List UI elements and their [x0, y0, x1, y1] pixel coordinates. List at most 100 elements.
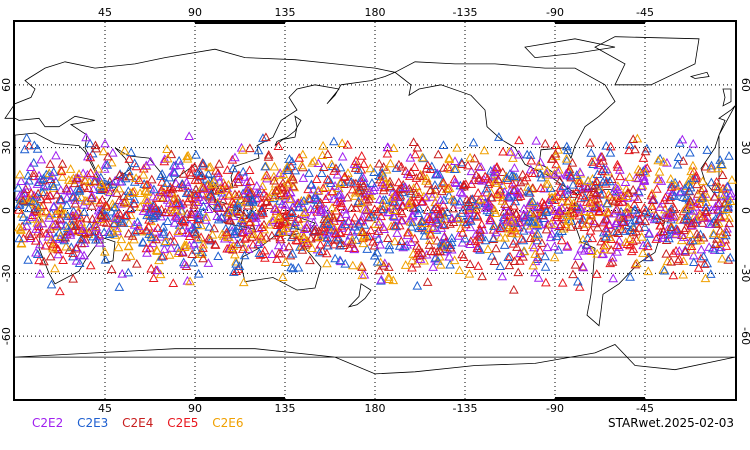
observation-triangle: [258, 208, 268, 218]
observation-triangle: [255, 209, 266, 219]
observation-triangle: [46, 279, 57, 289]
observation-triangle: [218, 203, 229, 212]
observation-triangle: [29, 168, 39, 177]
observation-triangle: [356, 197, 367, 207]
observation-triangle: [388, 275, 399, 285]
observation-triangle: [113, 242, 124, 252]
observation-triangle: [289, 182, 300, 192]
observation-triangle: [497, 196, 508, 205]
observation-triangle: [613, 228, 624, 237]
observation-triangle: [659, 265, 670, 275]
observation-triangle: [269, 175, 280, 185]
observation-triangle: [257, 203, 267, 213]
observation-triangle: [153, 223, 163, 232]
observation-triangle: [389, 212, 400, 221]
observation-triangle: [54, 227, 65, 237]
observation-triangle: [689, 197, 699, 206]
observation-triangle: [668, 270, 679, 280]
observation-triangle: [435, 195, 446, 204]
observation-triangle: [287, 171, 298, 181]
observation-triangle: [126, 147, 136, 157]
observation-triangle: [465, 239, 476, 249]
lon-tick-label-top: -135: [453, 6, 478, 19]
observation-triangle: [302, 236, 313, 245]
observation-triangle: [661, 235, 672, 245]
observation-triangle: [493, 174, 504, 184]
observation-triangle: [586, 210, 596, 220]
observation-triangle: [662, 212, 673, 222]
observation-triangle: [409, 233, 420, 243]
observation-triangle: [260, 171, 271, 181]
observation-triangle: [214, 158, 225, 168]
observation-triangle: [59, 235, 70, 245]
observation-triangle: [359, 159, 369, 168]
observation-triangle: [568, 179, 578, 189]
observation-triangle: [322, 227, 333, 237]
observation-triangle: [196, 220, 206, 230]
observation-triangle: [246, 231, 257, 241]
observation-triangle: [549, 195, 560, 205]
observation-triangle: [638, 171, 649, 181]
observation-triangle: [351, 203, 361, 212]
observation-triangle: [245, 143, 255, 153]
observation-triangle: [161, 178, 172, 187]
observation-triangle: [658, 233, 668, 242]
observation-triangle: [284, 194, 295, 204]
observation-triangle: [74, 258, 85, 268]
observation-triangle: [434, 209, 445, 218]
observation-triangle: [598, 248, 609, 258]
observation-triangle: [491, 243, 501, 253]
observation-triangle: [585, 215, 595, 224]
observation-triangle: [685, 196, 696, 205]
observation-triangle: [68, 273, 79, 283]
observation-triangle: [273, 212, 283, 222]
observation-triangle: [173, 226, 183, 236]
observation-triangle: [365, 225, 376, 235]
observation-triangle: [242, 193, 252, 202]
observation-triangle: [316, 207, 327, 216]
observation-triangle: [394, 241, 405, 250]
observation-triangle: [316, 168, 327, 178]
observation-triangle: [110, 202, 120, 211]
observation-triangle: [339, 172, 350, 181]
observation-triangle: [187, 222, 198, 232]
observation-triangle: [238, 244, 248, 253]
observation-triangle: [655, 202, 665, 211]
observation-triangle: [509, 256, 520, 266]
observation-triangle: [455, 187, 466, 196]
observation-triangle: [47, 171, 58, 180]
observation-triangle: [444, 190, 454, 200]
observation-triangle: [612, 204, 622, 213]
observation-triangle: [519, 209, 529, 219]
observation-triangle: [598, 217, 609, 227]
observation-triangle: [416, 221, 427, 231]
observation-triangle: [130, 226, 141, 236]
observation-triangle: [282, 161, 293, 171]
observation-triangle: [665, 173, 676, 183]
observation-triangle: [581, 239, 592, 249]
observation-triangle: [322, 240, 333, 250]
observation-triangle: [318, 183, 329, 193]
observation-triangle: [546, 154, 557, 163]
observation-triangle: [624, 209, 635, 219]
observation-triangle: [578, 234, 588, 244]
observation-triangle: [426, 161, 437, 171]
observation-triangle: [532, 235, 543, 245]
observation-triangle: [97, 184, 108, 193]
observation-triangle: [515, 177, 526, 187]
observation-triangle: [162, 216, 173, 225]
observation-triangle: [164, 250, 175, 259]
observation-triangle: [231, 258, 241, 268]
observation-triangle: [608, 273, 619, 283]
observation-triangle: [454, 214, 465, 223]
observation-triangle: [718, 191, 729, 201]
observation-triangle: [655, 220, 666, 230]
observation-triangle: [655, 153, 665, 163]
observation-triangle: [311, 200, 321, 210]
observation-triangle: [129, 158, 140, 168]
observation-triangle: [531, 135, 542, 145]
lat-tick-label-right: 0: [739, 207, 750, 214]
observation-triangle: [574, 282, 585, 291]
observation-triangle: [438, 163, 449, 172]
observation-triangle: [146, 232, 157, 241]
